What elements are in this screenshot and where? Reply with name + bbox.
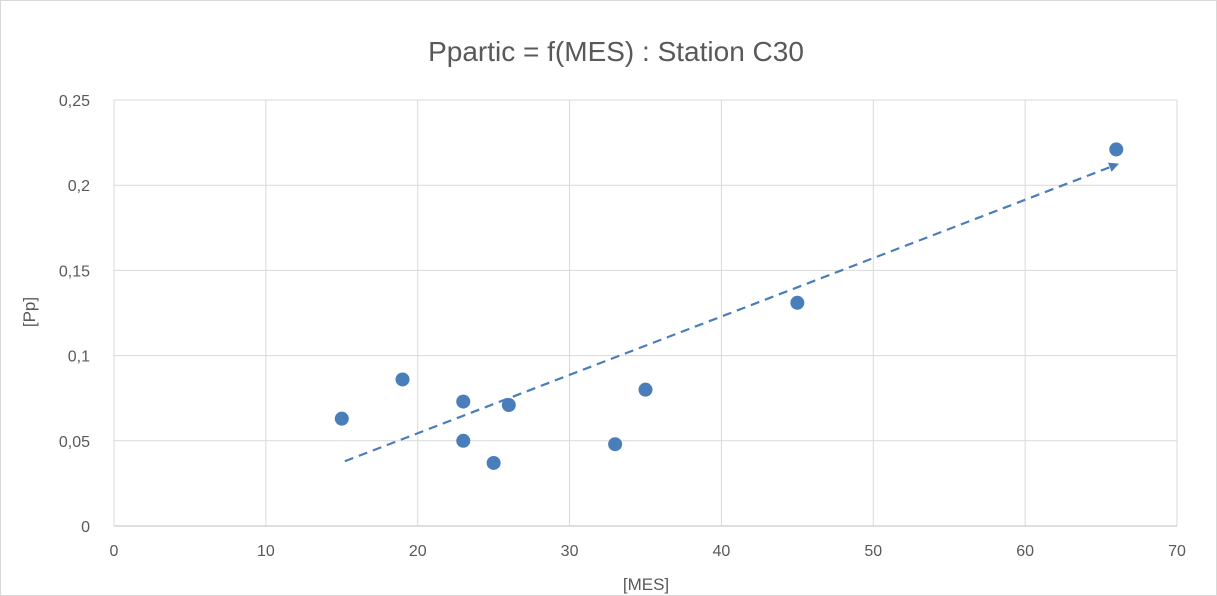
- x-tick-label: 60: [1016, 543, 1034, 560]
- trendline: [344, 162, 1120, 463]
- y-tick-label: 0,15: [59, 263, 90, 280]
- x-tick-label: 10: [257, 543, 275, 560]
- data-point: [1109, 142, 1124, 157]
- data-point: [608, 437, 623, 452]
- data-point: [456, 433, 471, 448]
- data-points: [334, 142, 1124, 470]
- data-point: [501, 398, 516, 413]
- x-tick-label: 40: [713, 543, 731, 560]
- x-tick-label: 0: [110, 543, 119, 560]
- data-point: [456, 394, 471, 409]
- data-point: [638, 382, 653, 397]
- y-tick-label: 0,2: [68, 178, 90, 195]
- x-tick-label: 20: [409, 543, 427, 560]
- x-tick-label: 50: [864, 543, 882, 560]
- y-tick-label: 0,05: [59, 434, 90, 451]
- y-tick-label: 0: [81, 519, 90, 536]
- trendline-layer: [344, 162, 1120, 463]
- y-axis-title: [Pp]: [20, 297, 39, 327]
- tick-labels: 0 0,05 0,1 0,15 0,2 0,25 0 10 20 30 40 50 60 70: [59, 93, 1186, 560]
- y-tick-label: 0,25: [59, 93, 90, 110]
- data-point: [790, 295, 805, 310]
- data-point: [395, 372, 410, 387]
- data-point: [486, 455, 501, 470]
- x-tick-label: 70: [1168, 543, 1186, 560]
- data-point: [334, 411, 349, 426]
- grid: [114, 99, 1178, 526]
- x-tick-label: 30: [561, 543, 579, 560]
- x-axis-title: [MES]: [623, 575, 669, 594]
- axes: [113, 100, 1177, 527]
- chart-title: Ppartic = f(MES) : Station C30: [428, 36, 804, 67]
- y-tick-label: 0,1: [68, 349, 90, 366]
